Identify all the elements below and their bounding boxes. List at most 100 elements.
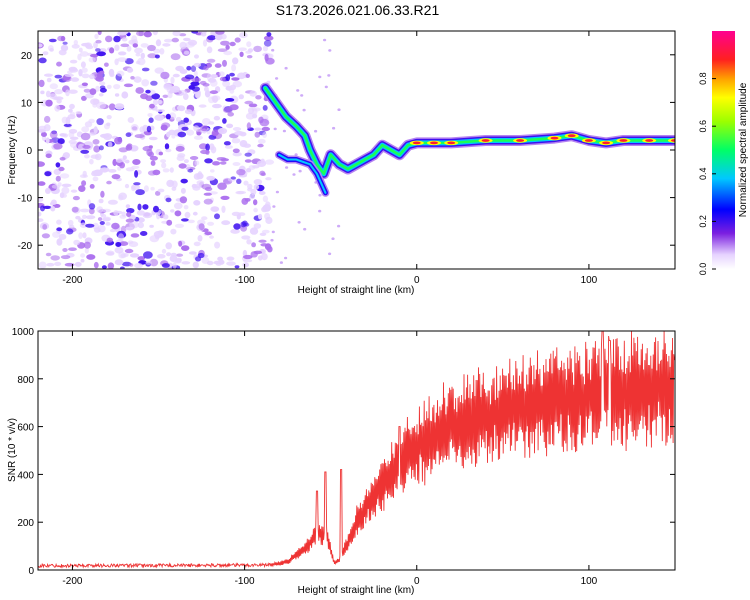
noise-blob	[137, 222, 144, 229]
noise-blob	[184, 74, 195, 80]
noise-blob	[146, 125, 152, 133]
noise-blob	[166, 252, 172, 257]
noise-blob	[302, 108, 306, 112]
noise-blob	[204, 90, 211, 98]
colorbar-tick-label: 0.0	[698, 263, 708, 276]
noise-blob	[231, 138, 241, 144]
noise-blob	[262, 105, 268, 111]
noise-blob	[137, 203, 142, 211]
noise-blob	[162, 94, 169, 99]
x-tick-label: -200	[62, 275, 82, 286]
noise-blob	[59, 173, 70, 179]
noise-blob	[160, 71, 170, 80]
noise-blob	[143, 251, 153, 259]
noise-blob	[118, 147, 128, 153]
noise-blob	[247, 183, 253, 190]
noise-blob	[140, 43, 149, 48]
noise-blob	[111, 222, 120, 230]
noise-blob	[191, 86, 200, 92]
noise-blob	[231, 64, 237, 72]
noise-blob	[206, 73, 212, 82]
noise-blob	[123, 83, 134, 88]
noise-blob	[170, 209, 175, 213]
snr-x-axis-label: Height of straight line (km)	[298, 585, 415, 596]
noise-blob	[249, 194, 255, 200]
noise-blob	[138, 31, 144, 37]
noise-blob	[98, 145, 104, 151]
noise-blob	[107, 199, 118, 205]
noise-blob	[189, 156, 199, 160]
noise-blob	[332, 126, 336, 130]
noise-blob	[167, 91, 173, 99]
noise-blob	[114, 44, 120, 51]
noise-blob	[97, 31, 102, 36]
colorbar-label: Normalized spectral amplitude	[738, 82, 749, 217]
noise-blob	[153, 48, 161, 54]
noise-blob	[179, 69, 188, 74]
noise-blob	[209, 90, 218, 95]
noise-blob	[169, 255, 178, 262]
noise-blob	[324, 85, 328, 89]
noise-blob	[154, 114, 164, 121]
noise-blob	[247, 48, 254, 53]
noise-blob	[176, 105, 185, 111]
noise-blob	[206, 175, 216, 181]
noise-blob	[258, 239, 267, 243]
noise-blob	[114, 103, 125, 110]
noise-blob	[209, 235, 214, 239]
noise-blob	[100, 167, 109, 173]
noise-blob	[143, 31, 152, 38]
noise-blob	[201, 257, 210, 264]
noise-blob	[108, 103, 116, 111]
ridge-peak-core	[671, 139, 675, 142]
ridge-peak-core	[430, 141, 438, 145]
noise-blob	[253, 223, 262, 229]
noise-blob	[56, 227, 63, 232]
noise-blob	[220, 158, 229, 162]
noise-blob	[198, 104, 207, 108]
colorbar-tick-label: 0.2	[698, 215, 708, 228]
noise-blob	[331, 237, 335, 240]
noise-blob	[129, 263, 134, 267]
noise-blob	[296, 89, 300, 92]
noise-blob	[45, 153, 52, 159]
noise-blob	[220, 195, 230, 200]
noise-blob	[214, 34, 223, 41]
noise-blob	[179, 196, 188, 204]
noise-blob	[207, 58, 216, 63]
noise-blob	[48, 38, 57, 43]
noise-blob	[113, 35, 121, 43]
noise-blob	[197, 252, 205, 259]
noise-blob	[94, 33, 99, 40]
noise-blob	[59, 133, 67, 137]
noise-blob	[68, 128, 78, 134]
noise-blob	[193, 62, 202, 68]
noise-blob	[186, 65, 192, 71]
noise-blob	[184, 211, 191, 219]
noise-blob	[100, 190, 105, 198]
noise-blob	[118, 31, 129, 35]
noise-blob	[164, 38, 173, 43]
noise-blob	[82, 170, 87, 178]
noise-blob	[223, 107, 233, 114]
noise-blob	[42, 224, 48, 230]
noise-blob	[49, 93, 57, 99]
noise-blob	[285, 166, 289, 169]
noise-blob	[113, 84, 121, 90]
noise-blob	[145, 260, 152, 265]
x-tick-label: 100	[581, 275, 598, 286]
noise-blob	[203, 65, 209, 71]
noise-blob	[58, 166, 65, 172]
noise-blob	[197, 235, 203, 242]
noise-blob	[137, 256, 146, 261]
noise-blob	[149, 258, 159, 267]
noise-blob	[78, 143, 85, 151]
noise-blob	[191, 31, 199, 34]
noise-blob	[200, 149, 210, 155]
noise-blob	[127, 117, 135, 123]
noise-blob	[61, 183, 72, 188]
noise-blob	[85, 215, 96, 220]
noise-blob	[244, 152, 252, 157]
noise-blob	[56, 61, 62, 67]
